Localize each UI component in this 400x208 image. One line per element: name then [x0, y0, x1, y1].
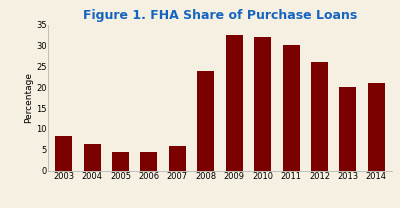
- Bar: [197, 71, 214, 171]
- Bar: [282, 45, 300, 171]
- Y-axis label: Percentage: Percentage: [24, 72, 33, 123]
- Bar: [55, 136, 72, 171]
- Bar: [368, 83, 385, 171]
- Bar: [311, 62, 328, 171]
- Bar: [140, 152, 158, 171]
- Bar: [84, 144, 100, 171]
- Bar: [226, 35, 243, 171]
- Bar: [254, 37, 271, 171]
- Bar: [112, 152, 129, 171]
- Title: Figure 1. FHA Share of Purchase Loans: Figure 1. FHA Share of Purchase Loans: [83, 9, 357, 22]
- Bar: [340, 87, 356, 171]
- Bar: [169, 146, 186, 171]
